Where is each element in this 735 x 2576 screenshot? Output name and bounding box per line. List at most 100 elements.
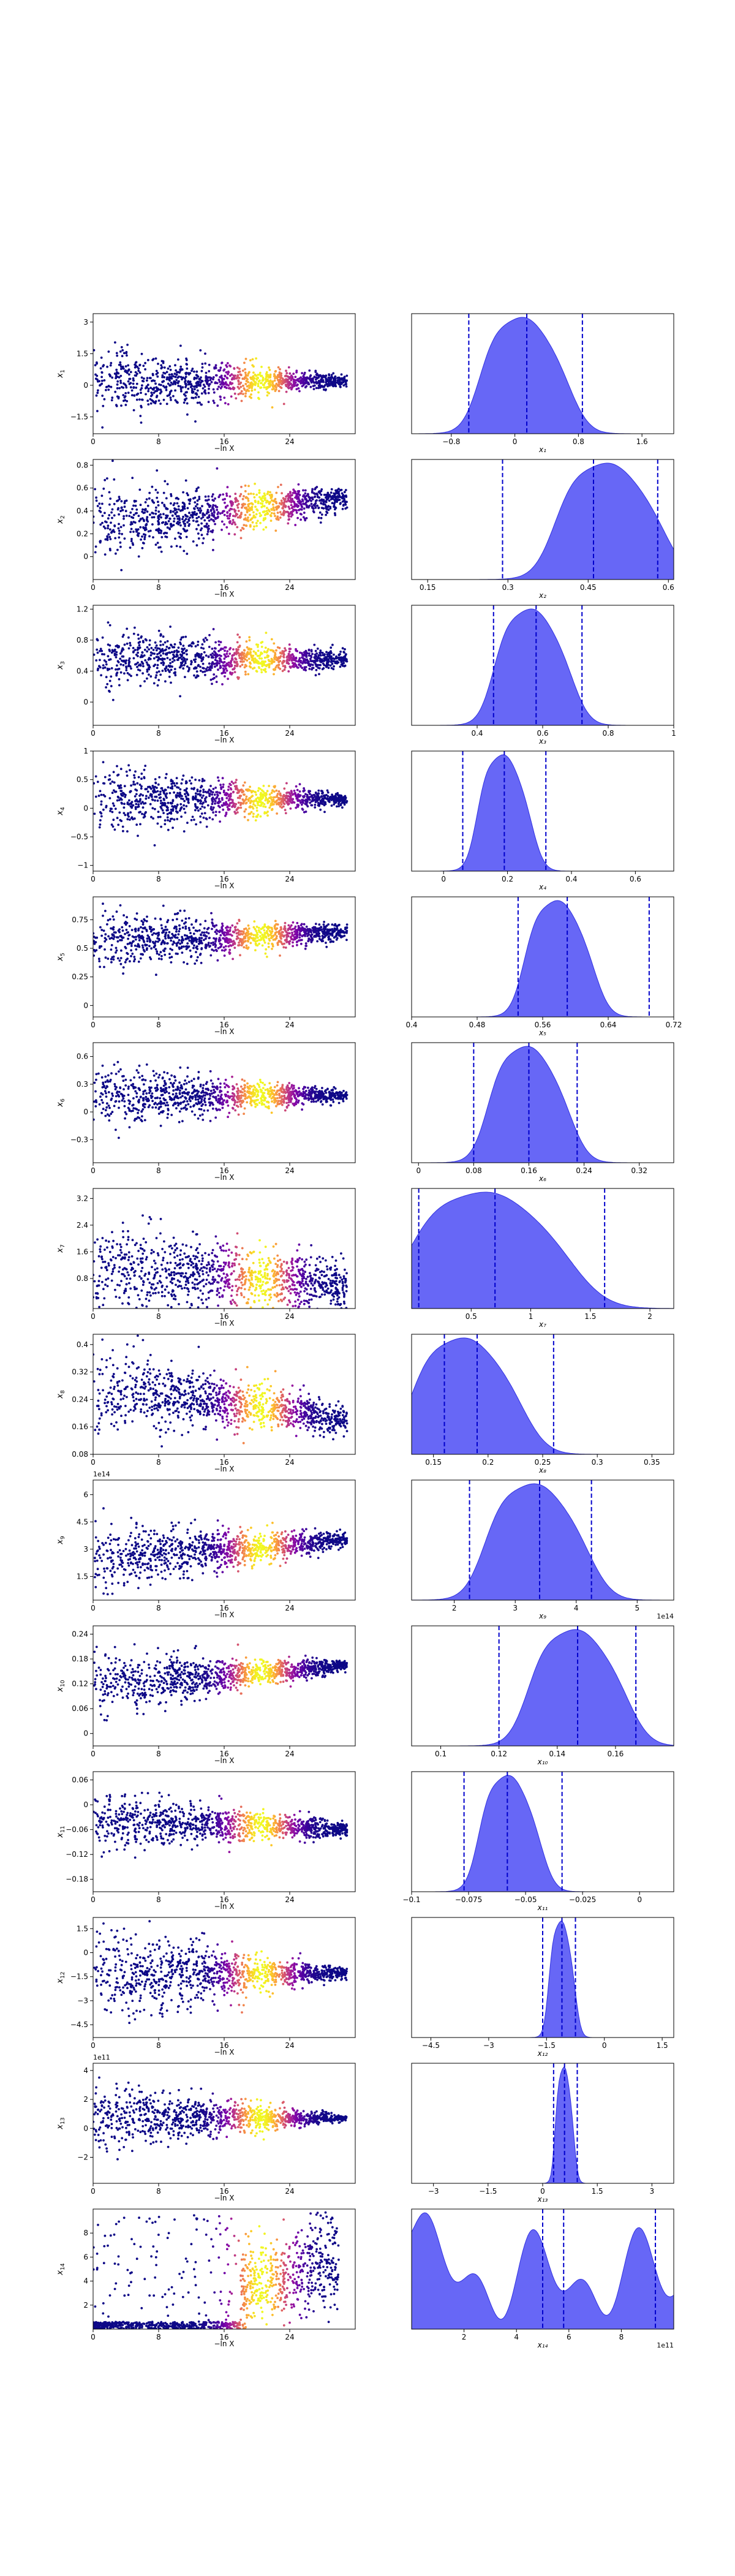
scatter-point xyxy=(227,678,229,680)
scatter-point xyxy=(122,387,124,389)
scatter-point xyxy=(189,644,192,646)
scatter-point xyxy=(195,528,198,531)
scatter-point xyxy=(175,926,178,928)
scatter-point xyxy=(199,666,202,668)
scatter-point xyxy=(132,377,135,380)
scatter-point xyxy=(298,663,300,666)
scatter-point xyxy=(225,655,227,658)
scatter-point xyxy=(258,489,261,492)
scatter-point xyxy=(244,782,246,784)
scatter-point xyxy=(173,818,176,821)
scatter-point xyxy=(257,500,260,503)
scatter-point xyxy=(179,695,181,698)
scatter-point xyxy=(125,510,127,512)
scatter-point xyxy=(118,661,120,663)
scatter-point xyxy=(173,791,175,794)
scatter-point xyxy=(174,364,176,366)
scatter-point xyxy=(139,371,141,374)
scatter-point xyxy=(328,377,330,379)
scatter-point xyxy=(187,802,190,804)
scatter-point xyxy=(118,931,121,934)
scatter-point xyxy=(134,918,136,920)
scatter-point xyxy=(124,537,126,540)
scatter-point xyxy=(123,806,126,809)
scatter-point xyxy=(129,531,132,533)
scatter-point xyxy=(154,808,156,810)
scatter-point xyxy=(318,385,320,387)
scatter-point xyxy=(162,652,165,655)
scatter-point xyxy=(226,650,228,652)
scatter-point xyxy=(135,654,138,656)
scatter-point xyxy=(125,387,127,389)
scatter-point xyxy=(116,910,118,913)
scatter-point xyxy=(138,644,141,646)
scatter-point xyxy=(102,515,104,517)
scatter-point xyxy=(247,381,249,383)
scatter-point xyxy=(118,523,120,526)
scatter-point xyxy=(160,924,163,927)
scatter-point xyxy=(98,502,100,505)
scatter-point xyxy=(212,549,214,551)
scatter-point xyxy=(304,493,307,495)
scatter-point xyxy=(205,392,207,395)
scatter-point xyxy=(129,644,132,647)
scatter-point xyxy=(186,649,188,652)
scatter-point xyxy=(188,519,190,522)
scatter-point xyxy=(315,791,317,794)
scatter-point xyxy=(170,682,172,684)
scatter-point xyxy=(183,652,186,654)
scatter-point xyxy=(169,820,172,823)
scatter-point xyxy=(168,956,171,959)
scatter-point xyxy=(257,650,260,652)
scatter-point xyxy=(123,515,125,518)
scatter-point xyxy=(173,806,175,808)
scatter-point xyxy=(325,496,327,499)
scatter-point xyxy=(152,388,154,391)
scatter-point xyxy=(150,391,153,394)
scatter-point xyxy=(341,806,344,809)
scatter-point xyxy=(130,784,132,787)
scatter-point xyxy=(271,809,273,811)
scatter-point xyxy=(205,796,208,799)
scatter-point xyxy=(204,389,206,391)
scatter-point xyxy=(192,540,195,543)
scatter-point xyxy=(249,526,252,528)
scatter-point xyxy=(242,784,244,787)
scatter-point xyxy=(173,659,176,662)
x-tick-label: 0 xyxy=(91,437,96,446)
scatter-point xyxy=(271,662,273,665)
x-tick-label: 0 xyxy=(91,875,96,883)
scatter-point xyxy=(199,507,202,510)
scatter-point xyxy=(157,816,160,818)
scatter-point xyxy=(132,542,134,545)
scatter-point xyxy=(157,659,159,662)
scatter-point xyxy=(103,966,105,969)
scatter-point xyxy=(122,830,124,833)
scatter-point xyxy=(172,799,175,801)
scatter-point xyxy=(100,801,103,803)
scatter-point xyxy=(112,825,115,828)
scatter-point xyxy=(147,403,149,406)
scatter-point xyxy=(168,953,171,955)
scatter-point xyxy=(246,511,249,513)
scatter-point xyxy=(247,799,250,802)
x-tick-label: 8 xyxy=(156,875,161,883)
scatter-point xyxy=(268,502,271,505)
scatter-point xyxy=(100,674,102,676)
x-tick-label: 0.2 xyxy=(502,875,513,883)
scatter-point xyxy=(224,661,226,663)
scatter-point xyxy=(100,367,102,369)
scatter-point xyxy=(176,401,179,404)
scatter-point xyxy=(107,668,109,670)
scatter-point xyxy=(137,369,140,372)
scatter-point xyxy=(119,790,122,792)
scatter-point xyxy=(213,788,215,790)
scatter-point xyxy=(178,532,180,534)
scatter-point xyxy=(287,523,289,525)
scatter-point xyxy=(331,667,333,670)
scatter-point xyxy=(176,945,178,947)
scatter-point xyxy=(240,374,243,376)
scatter-point xyxy=(120,963,123,965)
scatter-point xyxy=(245,383,247,385)
